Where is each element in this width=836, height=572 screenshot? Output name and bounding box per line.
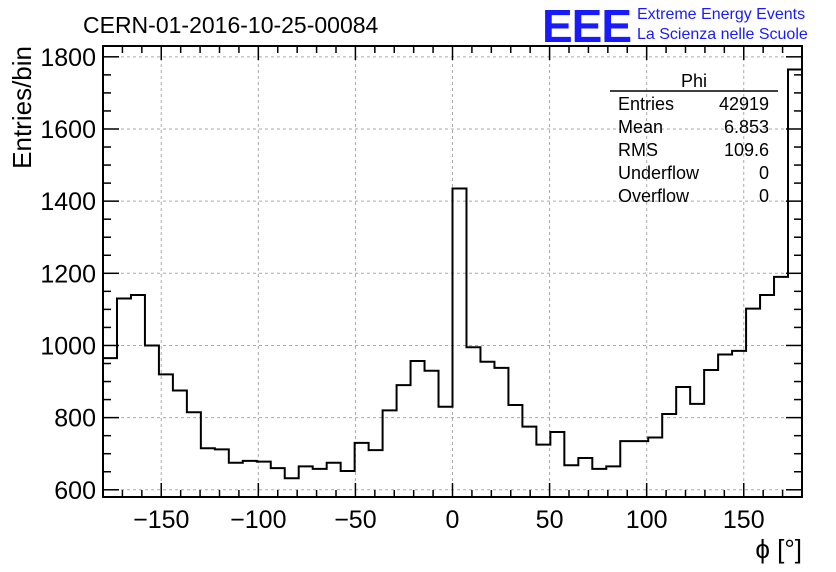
histogram-bin-26 xyxy=(466,347,480,497)
histogram-bin-28 xyxy=(494,368,508,497)
y-tick-label-2: 1000 xyxy=(40,332,96,360)
histogram-outline xyxy=(103,68,802,480)
histogram-bin-42 xyxy=(690,404,704,497)
stats-value-1: 6.853 xyxy=(724,117,769,137)
logo-line-1: Extreme Energy Events xyxy=(637,6,805,23)
stats-label-0: Entries xyxy=(618,94,674,114)
histogram-bin-17 xyxy=(341,471,355,497)
x-tick-label-4: 50 xyxy=(536,506,564,534)
histogram-bin-14 xyxy=(299,466,313,497)
histogram-bin-9 xyxy=(229,463,243,497)
stats-label-4: Overflow xyxy=(618,186,690,206)
histogram-bin-48 xyxy=(774,277,788,497)
histogram-bin-34 xyxy=(578,458,592,497)
chart-title: CERN-01-2016-10-25-00084 xyxy=(83,12,379,38)
histogram-bin-4 xyxy=(159,374,173,497)
histogram-bin-21 xyxy=(397,385,411,497)
histogram-bin-35 xyxy=(592,469,606,497)
histogram-bin-49 xyxy=(788,69,802,497)
histogram-bin-20 xyxy=(383,410,397,497)
x-tick-labels: −150 −100 −50 0 50 100 150 xyxy=(133,506,765,534)
stats-title: Phi xyxy=(681,71,707,91)
stats-value-2: 109.6 xyxy=(724,140,769,160)
histogram-bin-46 xyxy=(746,309,760,497)
logo-line-2: La Scienza nelle Scuole xyxy=(637,26,808,43)
histogram-bin-40 xyxy=(662,414,676,497)
x-tick-label-6: 150 xyxy=(723,506,765,534)
histogram-bin-22 xyxy=(411,361,425,497)
histogram-bin-45 xyxy=(732,351,746,497)
stats-label-3: Underflow xyxy=(618,163,700,183)
y-tick-labels: 600 800 1000 1200 1400 1600 1800 xyxy=(40,44,96,505)
histogram-bin-31 xyxy=(536,445,550,497)
histogram-bin-10 xyxy=(243,461,257,497)
stats-label-1: Mean xyxy=(618,117,663,137)
histogram-bin-24 xyxy=(439,407,453,497)
histogram-bin-5 xyxy=(173,391,187,497)
y-tick-label-3: 1200 xyxy=(40,260,96,288)
histogram-bin-2 xyxy=(131,295,145,497)
x-tick-label-1: −100 xyxy=(230,506,286,534)
axis-ticks xyxy=(103,46,802,497)
histogram-bin-23 xyxy=(425,371,439,497)
x-tick-label-0: −150 xyxy=(133,506,189,534)
histogram-bin-41 xyxy=(676,387,690,497)
histogram-bin-43 xyxy=(704,370,718,497)
histogram-bin-37 xyxy=(620,441,634,497)
histogram-bin-39 xyxy=(648,437,662,497)
histogram-bin-29 xyxy=(508,405,522,497)
stats-value-3: 0 xyxy=(759,163,769,183)
histogram-bin-7 xyxy=(201,448,215,497)
stats-value-0: 42919 xyxy=(719,94,769,114)
y-tick-label-6: 1800 xyxy=(40,44,96,72)
x-tick-label-3: 0 xyxy=(446,506,460,534)
histogram-bin-18 xyxy=(355,443,369,497)
eee-logo: EEE Extreme Energy Events La Scienza nel… xyxy=(542,0,808,52)
histogram-bins xyxy=(103,69,802,497)
histogram-bin-16 xyxy=(327,463,341,497)
stats-value-4: 0 xyxy=(759,186,769,206)
x-tick-label-5: 100 xyxy=(626,506,668,534)
histogram-bin-27 xyxy=(480,362,494,497)
histogram-bin-3 xyxy=(145,345,159,497)
histogram-bin-0 xyxy=(103,358,117,497)
histogram-bin-33 xyxy=(564,465,578,497)
logo-mark: EEE xyxy=(542,0,631,52)
y-axis-label: Entries/bin xyxy=(7,46,37,169)
histogram-bin-47 xyxy=(760,295,774,497)
histogram-bin-15 xyxy=(313,469,327,497)
histogram-bin-19 xyxy=(369,450,383,497)
stats-label-2: RMS xyxy=(618,140,658,160)
histogram-bin-1 xyxy=(117,299,131,497)
y-tick-label-5: 1600 xyxy=(40,116,96,144)
y-tick-label-4: 1400 xyxy=(40,188,96,216)
y-tick-label-0: 600 xyxy=(54,477,96,505)
y-tick-label-1: 800 xyxy=(54,405,96,433)
histogram-bin-25 xyxy=(453,189,467,497)
histogram-bin-30 xyxy=(522,427,536,497)
histogram-bin-6 xyxy=(187,412,201,497)
stats-box: Phi Entries 42919 Mean 6.853 RMS 109.6 Underfl… xyxy=(610,71,778,206)
histogram-bin-8 xyxy=(215,449,229,497)
x-axis-label: ϕ [°] xyxy=(755,534,802,564)
histogram-bin-32 xyxy=(550,432,564,497)
x-tick-label-2: −50 xyxy=(334,506,376,534)
stats-rows: Entries 42919 Mean 6.853 RMS 109.6 Underflow 0 O… xyxy=(618,94,769,206)
histogram-bin-44 xyxy=(718,354,732,497)
